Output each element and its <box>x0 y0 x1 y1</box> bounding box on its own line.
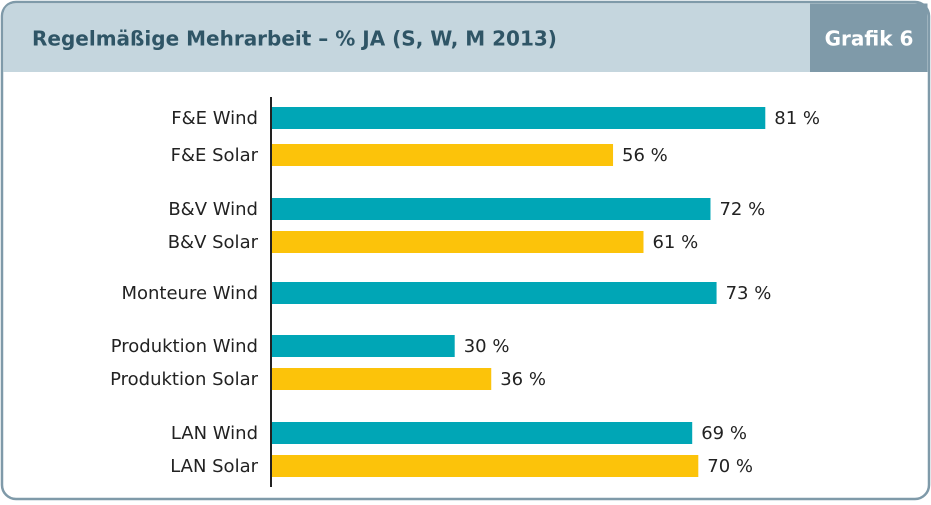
category-label: Monteure Wind <box>121 283 258 304</box>
category-label: Produktion Wind <box>111 336 258 357</box>
category-label: B&V Solar <box>168 232 259 253</box>
value-label: 61 % <box>652 232 698 253</box>
value-label: 70 % <box>707 456 753 477</box>
bar <box>272 282 717 304</box>
value-label: 69 % <box>701 423 747 444</box>
bar <box>272 144 614 166</box>
value-label: 73 % <box>726 283 772 304</box>
value-label: 56 % <box>622 145 668 166</box>
bar <box>272 422 693 444</box>
badge: Grafik 6 <box>825 27 914 51</box>
value-label: 30 % <box>464 336 510 357</box>
category-label: F&E Solar <box>171 145 259 166</box>
category-label: LAN Solar <box>170 456 258 477</box>
bar <box>272 198 711 220</box>
bar <box>272 107 766 129</box>
chart-title: Regelmäßige Mehrarbeit – % JA (S, W, M 2… <box>32 27 557 51</box>
category-label: B&V Wind <box>168 199 258 220</box>
category-label: F&E Wind <box>171 108 258 129</box>
category-label: LAN Wind <box>171 423 258 444</box>
bar <box>272 231 644 253</box>
value-label: 72 % <box>719 199 765 220</box>
badge-bg <box>810 3 928 72</box>
bar <box>272 368 492 390</box>
header-bar <box>3 3 928 72</box>
category-label: Produktion Solar <box>110 369 258 390</box>
value-label: 36 % <box>500 369 546 390</box>
bar <box>272 455 699 477</box>
value-label: 81 % <box>774 108 820 129</box>
bar <box>272 335 455 357</box>
